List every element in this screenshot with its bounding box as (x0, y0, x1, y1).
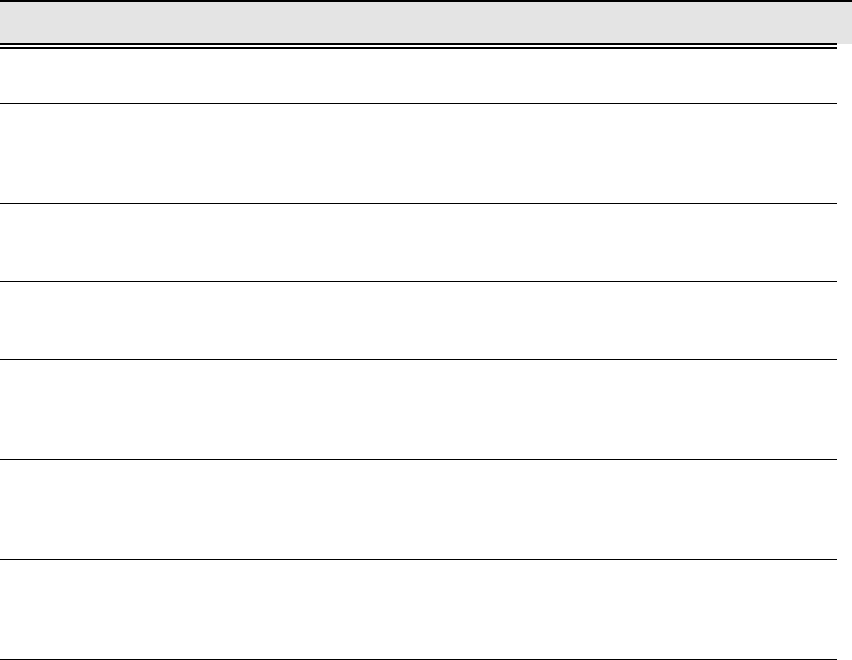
table-row (0, 460, 837, 560)
table-row (0, 560, 837, 660)
table-row (0, 204, 837, 282)
table-row (0, 49, 837, 104)
table-row (0, 360, 837, 460)
table-header (0, 0, 852, 44)
header-rule-bottom (0, 47, 837, 49)
table-row (0, 282, 837, 360)
table-row (0, 104, 837, 204)
header-rule-top (0, 43, 837, 45)
